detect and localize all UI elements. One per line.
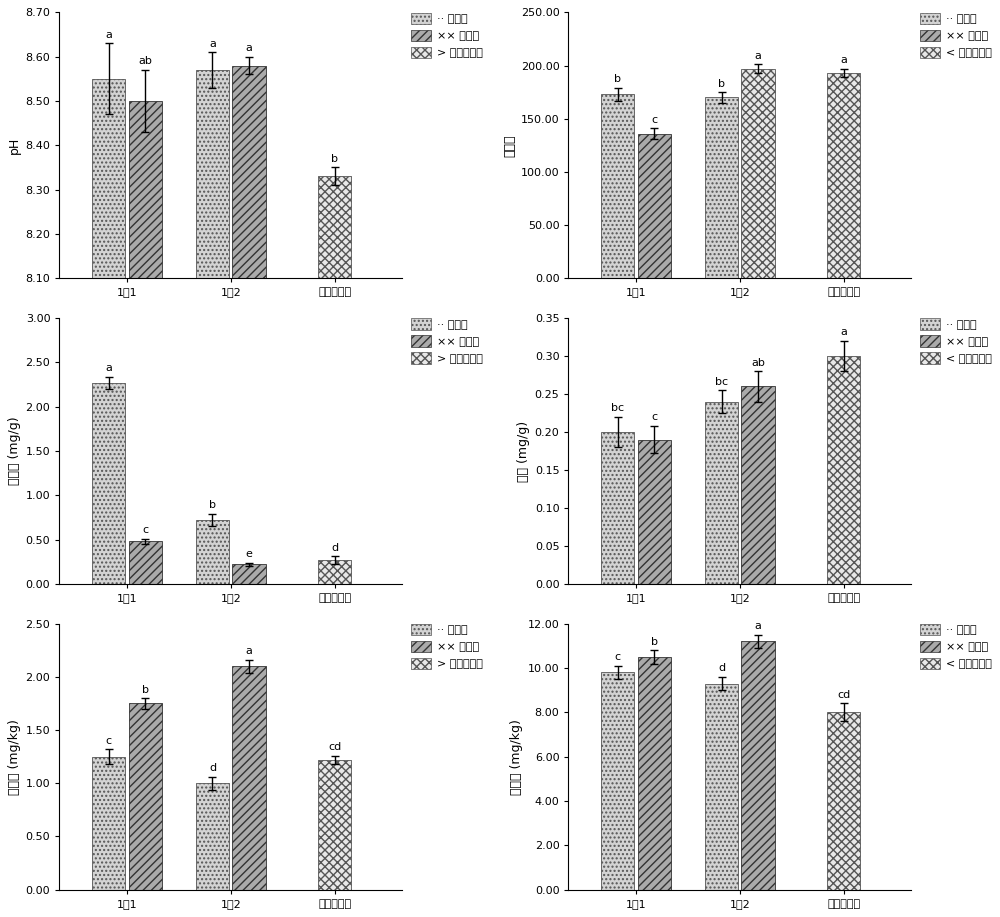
Y-axis label: pH: pH [8, 137, 21, 154]
Bar [92, 757, 125, 889]
Text: a: a [755, 622, 762, 631]
Bar [827, 73, 860, 278]
Text: d: d [331, 543, 338, 553]
Legend: ·· 对照区, ×× 接菌区, < 自然恢复区: ·· 对照区, ×× 接菌区, < 自然恢复区 [920, 318, 992, 364]
Bar [705, 402, 738, 584]
Text: b: b [614, 74, 621, 84]
Text: d: d [718, 663, 725, 673]
Y-axis label: 电导率: 电导率 [503, 134, 516, 157]
Bar [741, 69, 775, 278]
Text: cd: cd [837, 690, 850, 700]
Y-axis label: 锄态氮 (mg/kg): 锄态氮 (mg/kg) [510, 719, 523, 795]
Text: b: b [209, 501, 216, 511]
Y-axis label: 确态氮 (mg/kg): 确态氮 (mg/kg) [8, 719, 21, 795]
Text: c: c [651, 115, 657, 125]
Text: a: a [246, 43, 252, 53]
Bar [318, 760, 351, 889]
Text: b: b [718, 79, 725, 89]
Bar [601, 672, 634, 889]
Text: ab: ab [138, 57, 152, 67]
Bar [232, 65, 266, 917]
Text: bc: bc [715, 377, 728, 387]
Text: a: a [755, 51, 762, 61]
Bar [196, 783, 229, 889]
Bar [741, 641, 775, 889]
Text: d: d [209, 764, 216, 773]
Bar [601, 432, 634, 584]
Y-axis label: 全氮 (mg/g): 全氮 (mg/g) [517, 420, 530, 481]
Legend: ·· 对照区, ×× 接菌区, < 自然恢复区: ·· 对照区, ×× 接菌区, < 自然恢复区 [920, 624, 992, 669]
Bar [129, 541, 162, 584]
Text: b: b [651, 636, 658, 646]
Bar [196, 520, 229, 584]
Legend: ·· 对照区, ×× 接菌区, > 自然恢复区: ·· 对照区, ×× 接菌区, > 自然恢复区 [411, 318, 483, 364]
Text: a: a [246, 646, 252, 657]
Bar [232, 667, 266, 889]
Bar [827, 713, 860, 889]
Bar [318, 176, 351, 917]
Bar [638, 134, 671, 278]
Text: a: a [105, 30, 112, 40]
Text: bc: bc [611, 403, 624, 414]
Text: c: c [651, 413, 657, 423]
Legend: ·· 对照区, ×× 接菌区, < 自然恢复区: ·· 对照区, ×× 接菌区, < 自然恢复区 [920, 13, 992, 58]
Legend: ·· 对照区, ×× 接菌区, > 自然恢复区: ·· 对照区, ×× 接菌区, > 自然恢复区 [411, 13, 483, 58]
Bar [92, 79, 125, 917]
Bar [741, 386, 775, 584]
Bar [129, 703, 162, 889]
Bar [318, 560, 351, 584]
Bar [705, 97, 738, 278]
Bar [638, 439, 671, 584]
Text: a: a [840, 327, 847, 337]
Text: a: a [209, 39, 216, 49]
Text: e: e [246, 549, 252, 559]
Bar [129, 101, 162, 917]
Bar [601, 94, 634, 278]
Bar [705, 683, 738, 889]
Y-axis label: 有机碗 (mg/g): 有机碗 (mg/g) [8, 416, 21, 485]
Text: cd: cd [328, 742, 341, 752]
Text: c: c [615, 652, 621, 662]
Legend: ·· 对照区, ×× 接菌区, > 自然恢复区: ·· 对照区, ×× 接菌区, > 自然恢复区 [411, 624, 483, 669]
Text: b: b [142, 685, 149, 695]
Bar [827, 356, 860, 584]
Text: c: c [142, 525, 148, 536]
Text: ab: ab [751, 358, 765, 368]
Text: c: c [106, 735, 112, 746]
Text: a: a [840, 55, 847, 65]
Text: b: b [331, 154, 338, 164]
Bar [638, 657, 671, 889]
Text: a: a [105, 363, 112, 373]
Bar [196, 70, 229, 917]
Bar [92, 382, 125, 584]
Bar [232, 565, 266, 584]
